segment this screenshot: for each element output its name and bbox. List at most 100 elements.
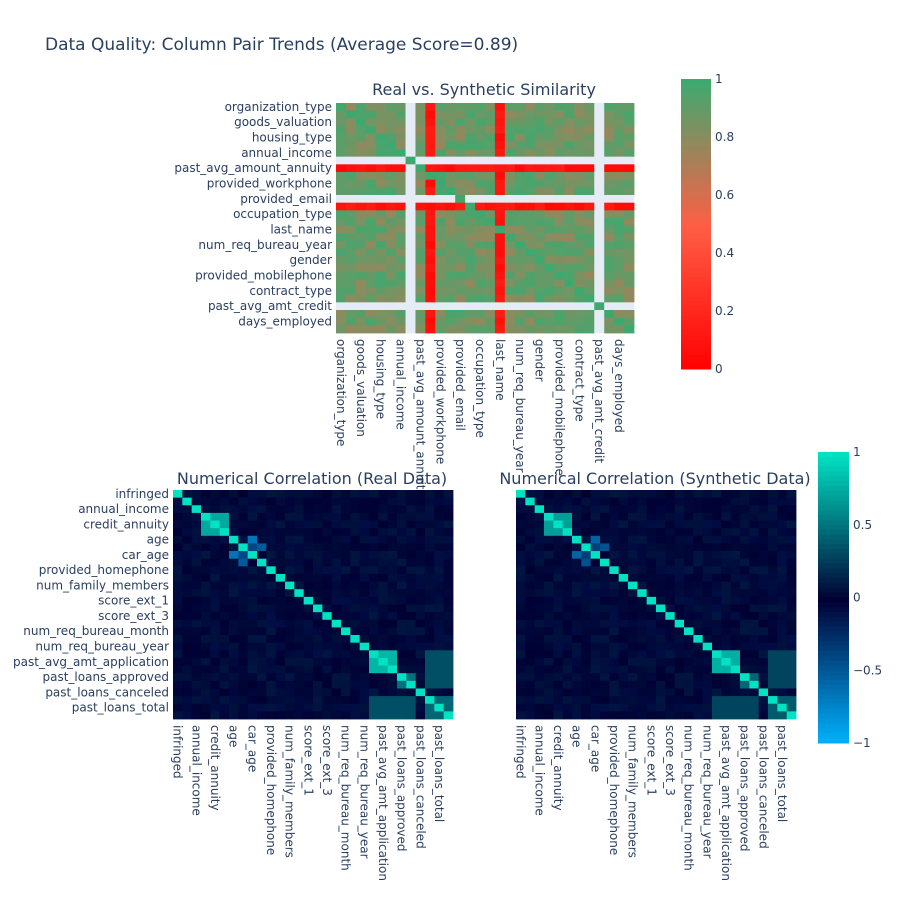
real-correlation-cell [210, 688, 221, 697]
real-correlation-cell [415, 558, 426, 567]
similarity-cell [604, 271, 615, 280]
similarity-cell [524, 294, 536, 303]
similarity-cell [425, 241, 436, 250]
synthetic-correlation-cell [637, 673, 648, 682]
similarity-cell [415, 271, 426, 280]
similarity-cell [584, 279, 595, 288]
similarity-cell [614, 126, 625, 135]
similarity-cell [524, 225, 536, 234]
synthetic-correlation-cell [553, 490, 564, 499]
synthetic-correlation-cell [758, 573, 769, 582]
real-correlation-cell [182, 604, 193, 613]
similarity-y-tick: occupation_type [233, 207, 332, 221]
real-correlation-cell [331, 642, 342, 651]
similarity-cell [564, 271, 575, 280]
similarity-cell [614, 210, 625, 219]
similarity-cell [336, 118, 347, 127]
similarity-cell [435, 218, 446, 227]
synthetic-correlation-cell [749, 551, 760, 560]
colorbar-band [818, 670, 849, 676]
real-correlation-cell [229, 512, 239, 521]
real-correlation-cell [257, 573, 267, 582]
similarity-cell [336, 103, 347, 112]
synthetic-correlation-cell [609, 581, 620, 590]
similarity-cell [534, 310, 545, 319]
similarity-cell [445, 294, 456, 303]
real-correlation-cell [173, 535, 183, 544]
synthetic-correlation-cell [516, 604, 526, 613]
real-correlation-cell [173, 657, 183, 666]
synthetic-correlation-cell [572, 573, 582, 582]
similarity-cell [365, 325, 377, 334]
similarity-cell [345, 287, 357, 296]
similarity-x-tick: provided_email [453, 339, 467, 431]
real-correlation-cell [313, 566, 323, 575]
similarity-cell [624, 195, 635, 204]
similarity-cell [365, 241, 377, 250]
real-correlation-cell [322, 642, 333, 651]
synthetic-correlation-cell [562, 696, 573, 705]
similarity-cell [604, 202, 615, 211]
synthetic-correlation-cell [656, 520, 666, 529]
synthetic-correlation-cell [628, 635, 638, 644]
real-correlation-cell [247, 535, 258, 544]
colorbar-band [818, 650, 849, 657]
synthetic-correlation-cell [656, 528, 666, 537]
similarity-cell [435, 126, 446, 135]
real-correlation-cell [266, 512, 277, 521]
similarity-cell [455, 317, 466, 326]
similarity-cell [455, 110, 466, 119]
real-correlation-cell [434, 490, 445, 499]
real-correlation-cell [359, 535, 370, 544]
synthetic-correlation-cell [516, 612, 526, 621]
synthetic-correlation-cell [768, 642, 778, 651]
synthetic-correlation-cell [609, 688, 620, 697]
similarity-cell [534, 103, 545, 112]
synthetic-correlation-cell [656, 604, 666, 613]
synthetic-correlation-cell [525, 566, 536, 575]
similarity-cell [604, 248, 615, 257]
similarity-y-tick: housing_type [252, 131, 332, 145]
real-correlation-cell [313, 703, 323, 712]
similarity-cell [345, 241, 357, 250]
similarity-cell [395, 172, 406, 181]
synthetic-correlation-cell [730, 635, 741, 644]
similarity-cell [554, 133, 565, 142]
synthetic-correlation-cell [544, 619, 554, 628]
real-correlation-cell [201, 520, 211, 529]
similarity-cell [475, 233, 486, 242]
synthetic-correlation-cell [553, 703, 564, 712]
synthetic-correlation-cell [702, 543, 713, 552]
real-correlation-cell [406, 573, 417, 582]
synthetic-correlation-cell [646, 612, 657, 621]
similarity-cell [514, 141, 526, 150]
real-correlation-cell [359, 619, 370, 628]
synthetic-correlation-cell [712, 642, 722, 651]
real-correlation-cell [266, 696, 277, 705]
similarity-cell [455, 225, 466, 234]
colorbar-band [681, 98, 711, 104]
similarity-cell [395, 218, 406, 227]
real-correlation-cell [173, 512, 183, 521]
synthetic-correlation-cell [693, 612, 704, 621]
real-correlation-cell [415, 573, 426, 582]
similarity-cell [504, 264, 516, 273]
synthetic-correlation-cell [553, 596, 564, 605]
real-correlation-cell [182, 711, 193, 720]
colorbar-band [818, 602, 849, 608]
real-correlation-cell [210, 512, 221, 521]
synthetic-correlation-cell [618, 551, 629, 560]
real-correlation-cell [266, 573, 277, 582]
similarity-cell [594, 256, 605, 265]
similarity-cell [614, 264, 625, 273]
real-correlation-cell [415, 642, 426, 651]
synthetic-correlation-cell [702, 650, 713, 659]
synthetic-correlation-cell [637, 558, 648, 567]
similarity-y-tick: days_employed [238, 315, 332, 329]
synthetic-correlation-cell [646, 505, 657, 514]
similarity-cell [405, 287, 416, 296]
real-correlation-cell [434, 535, 445, 544]
real-correlation-cell [350, 566, 361, 575]
similarity-cell [514, 248, 526, 257]
synthetic-correlation-cell [702, 512, 713, 521]
